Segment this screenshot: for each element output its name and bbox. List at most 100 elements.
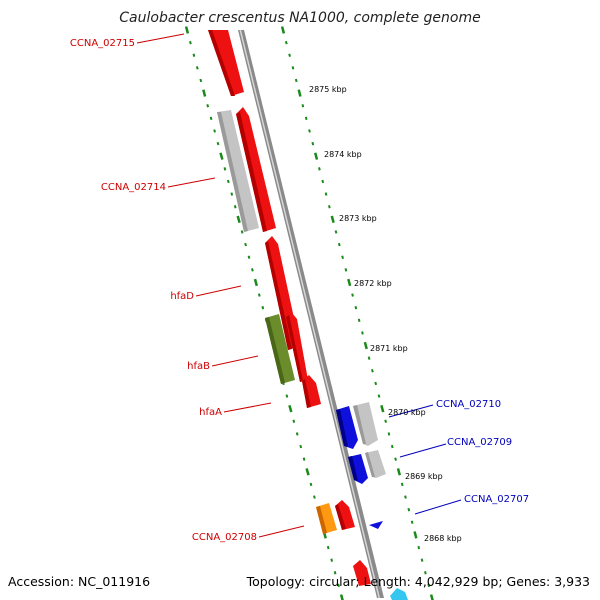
label-hfaA[interactable]: hfaA	[199, 407, 222, 418]
minor-tick	[321, 179, 325, 184]
minor-tick	[295, 432, 299, 436]
gene-ccna-02714-gray[interactable]	[217, 110, 259, 232]
major-tick	[429, 594, 434, 600]
major-tick	[347, 278, 352, 287]
label-ccna-02707[interactable]: CCNA_02707	[464, 494, 529, 505]
minor-tick	[337, 583, 340, 588]
minor-tick	[309, 482, 313, 487]
minor-tick	[304, 116, 308, 121]
scale-label-2870: 2870 kbp	[388, 408, 426, 417]
minor-tick	[233, 205, 237, 209]
scale-label-2875: 2875 kbp	[309, 85, 347, 94]
label-ccna-02709[interactable]: CCNA_02709	[447, 437, 512, 448]
minor-tick	[206, 104, 210, 108]
minor-tick	[387, 432, 391, 436]
label-ccna-02710[interactable]: CCNA_02710	[436, 399, 501, 410]
scale-label-2869: 2869 kbp	[405, 472, 443, 481]
minor-tick	[251, 268, 254, 272]
major-tick	[330, 215, 335, 224]
minor-tick	[367, 356, 371, 360]
gene-ccna-02710-gray[interactable]	[353, 402, 378, 446]
minor-tick	[404, 495, 407, 499]
gene-ccna-02709-gray[interactable]	[365, 450, 386, 478]
minor-tick	[299, 444, 303, 449]
genome-summary-text: Topology: circular; Length: 4,042,929 bp…	[246, 574, 590, 589]
minor-tick	[226, 179, 230, 184]
major-tick	[202, 89, 207, 97]
gene-ccna-02707[interactable]	[369, 521, 383, 529]
minor-tick	[357, 318, 361, 323]
minor-tick	[292, 419, 296, 423]
gene-ccna-02710-blue[interactable]	[336, 406, 358, 449]
minor-tick	[351, 293, 354, 297]
gene-hfaB[interactable]	[265, 314, 295, 384]
minor-tick	[230, 192, 234, 196]
minor-tick	[334, 230, 338, 234]
minor-tick	[420, 558, 424, 562]
genome-backbone	[238, 30, 384, 598]
minor-tick	[424, 571, 427, 575]
minor-tick	[189, 40, 192, 45]
gene-red-bottom[interactable]	[353, 560, 371, 586]
leader-ccna-02710	[388, 404, 434, 418]
minor-tick	[354, 305, 358, 310]
minor-tick	[333, 571, 337, 575]
minor-tick	[427, 583, 431, 588]
gene-ccna-02709-blue[interactable]	[348, 454, 368, 484]
minor-tick	[400, 482, 404, 487]
major-tick	[339, 594, 344, 600]
major-tick	[253, 278, 259, 287]
minor-tick	[311, 141, 315, 146]
minor-tick	[384, 419, 387, 423]
leader-hfaA	[223, 402, 272, 413]
minor-tick	[407, 507, 411, 512]
minor-tick	[291, 66, 295, 70]
minor-tick	[417, 545, 421, 550]
leader-hfaD	[195, 285, 242, 297]
major-tick	[363, 341, 368, 350]
minor-tick	[216, 141, 220, 146]
label-hfaD[interactable]: hfaD	[170, 291, 194, 302]
scale-label-2871: 2871 kbp	[370, 344, 408, 353]
leader-ccna-02715	[136, 33, 185, 44]
minor-tick	[313, 495, 316, 499]
gene-hfaA[interactable]	[302, 375, 321, 408]
major-tick	[413, 531, 418, 539]
minor-tick	[308, 129, 311, 133]
leader-ccna-02708	[258, 525, 305, 538]
leader-ccna-02714	[167, 177, 216, 188]
accession-text: Accession: NC_011916	[8, 574, 151, 589]
scale-label-2874: 2874 kbp	[324, 150, 362, 159]
label-ccna-02715[interactable]: CCNA_02715	[70, 38, 135, 49]
label-ccna-02708[interactable]: CCNA_02708	[192, 532, 257, 543]
outer-tick-track	[280, 26, 434, 600]
major-tick	[236, 215, 241, 224]
minor-tick	[209, 116, 213, 121]
gene-ccna-02714[interactable]	[236, 107, 276, 232]
scale-label-2872: 2872 kbp	[354, 279, 392, 288]
minor-tick	[240, 230, 244, 234]
gene-ccna-02715[interactable]	[208, 30, 244, 96]
gene-hfaB-red[interactable]	[286, 313, 308, 382]
major-tick	[219, 152, 224, 160]
gene-ccna-02708[interactable]	[316, 503, 337, 534]
major-tick	[313, 152, 319, 160]
inner-tick-track	[184, 26, 344, 600]
label-ccna-02714[interactable]: CCNA_02714	[101, 182, 166, 193]
major-tick	[297, 89, 302, 97]
minor-tick	[374, 381, 378, 386]
minor-tick	[377, 394, 381, 398]
minor-tick	[284, 40, 288, 45]
minor-tick	[301, 104, 305, 108]
label-hfaB[interactable]: hfaB	[187, 361, 210, 372]
minor-tick	[192, 53, 196, 57]
gene-cyan-bottom[interactable]	[390, 588, 408, 600]
minor-tick	[328, 205, 331, 209]
major-tick	[396, 468, 402, 476]
minor-tick	[394, 457, 397, 461]
leader-hfaB	[211, 355, 259, 367]
scale-label-2873: 2873 kbp	[339, 214, 377, 223]
minor-tick	[257, 293, 261, 297]
gene-red-small-2[interactable]	[335, 500, 355, 530]
